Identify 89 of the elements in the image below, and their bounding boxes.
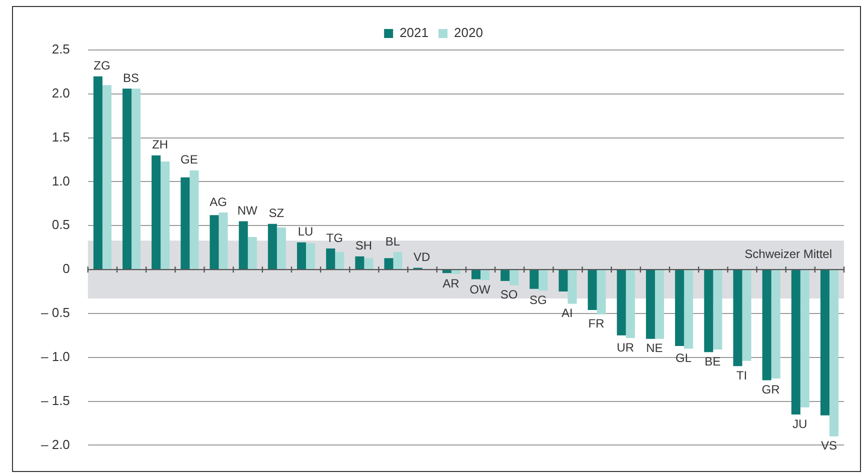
bar [480, 270, 490, 280]
bar [190, 170, 199, 270]
y-tick-label: 2.0 [52, 85, 70, 100]
bar [596, 270, 606, 314]
bar [820, 270, 830, 416]
x-tick-label: AI [562, 306, 573, 320]
bar [791, 270, 800, 414]
x-tick-label: JU [792, 416, 808, 431]
bar [297, 242, 306, 270]
bar [364, 258, 374, 270]
bar [326, 248, 336, 270]
x-tick-label: ZH [152, 138, 168, 152]
bar [238, 221, 248, 270]
bar [684, 270, 694, 349]
bar [122, 88, 132, 270]
bar [558, 270, 568, 292]
x-tick-label: VD [413, 250, 430, 264]
y-tick-label: – 0.5 [40, 305, 70, 320]
x-tick-label: NE [646, 341, 663, 356]
x-tick-label: LU [298, 224, 314, 239]
y-tick-label: – 1.0 [40, 348, 70, 364]
bar [384, 258, 394, 270]
bar [510, 270, 519, 286]
bar [451, 270, 460, 274]
x-tick-label: SZ [268, 206, 284, 220]
bar [829, 270, 838, 436]
bar [771, 270, 780, 378]
bar [393, 252, 402, 270]
bar [733, 270, 742, 366]
bar [500, 270, 510, 281]
y-tick-label: 1.5 [52, 129, 70, 144]
x-tick-label: SG [529, 292, 547, 307]
y-tick-label: – 2.0 [40, 436, 70, 452]
bar [132, 88, 141, 270]
bar [588, 270, 597, 310]
bar [675, 270, 684, 346]
x-tick-label: AR [442, 276, 460, 290]
bar [335, 252, 344, 270]
y-tick-label: 1.0 [52, 173, 70, 188]
bar [160, 162, 170, 270]
bar [530, 270, 539, 289]
bar [210, 215, 219, 270]
legend-label: 2021 [400, 25, 428, 40]
x-tick-label: GR [762, 382, 780, 397]
bar [355, 256, 364, 270]
band-label: Schweizer Mittel [744, 246, 832, 261]
bar [442, 270, 452, 274]
bar [471, 270, 480, 280]
bar [180, 177, 190, 270]
y-tick-label: 0.5 [52, 217, 70, 232]
x-tick-label: BS [123, 70, 140, 85]
x-tick-label: GE [180, 152, 198, 167]
bar [568, 270, 577, 304]
bar [742, 270, 752, 361]
bar [704, 270, 714, 352]
x-tick-label: ZG [94, 58, 110, 73]
x-tick-label: TG [326, 230, 343, 245]
x-tick-label: OW [470, 282, 491, 296]
bar [762, 270, 772, 380]
x-tick-label: NW [237, 204, 258, 218]
legend-label: 2020 [454, 25, 483, 40]
x-tick-label: BE [704, 354, 721, 368]
bar [306, 243, 316, 270]
bar [218, 212, 228, 270]
bar [800, 270, 810, 408]
x-tick-label: FR [588, 316, 605, 331]
bar [102, 85, 112, 270]
bar [268, 224, 277, 270]
x-tick-label: VS [820, 438, 837, 453]
bar [276, 227, 286, 270]
x-tick-label: AG [210, 194, 227, 209]
x-tick-label: UR [616, 340, 634, 354]
x-tick-label: SH [355, 238, 372, 253]
bar [646, 270, 655, 339]
bar [152, 155, 161, 270]
y-tick-label: – 1.5 [40, 392, 70, 408]
y-tick-label: 2.5 [52, 42, 70, 57]
bar [713, 270, 722, 350]
bar [538, 270, 548, 291]
bar [626, 270, 635, 338]
x-tick-label: BL [385, 234, 400, 248]
x-tick-label: TI [736, 368, 748, 382]
x-tick-label: GL [676, 350, 692, 365]
bar [616, 270, 626, 336]
x-tick-label: SO [500, 288, 518, 302]
bar [654, 270, 664, 339]
bar [93, 76, 102, 270]
y-tick-label: 0 [62, 261, 70, 276]
bar [248, 237, 257, 270]
